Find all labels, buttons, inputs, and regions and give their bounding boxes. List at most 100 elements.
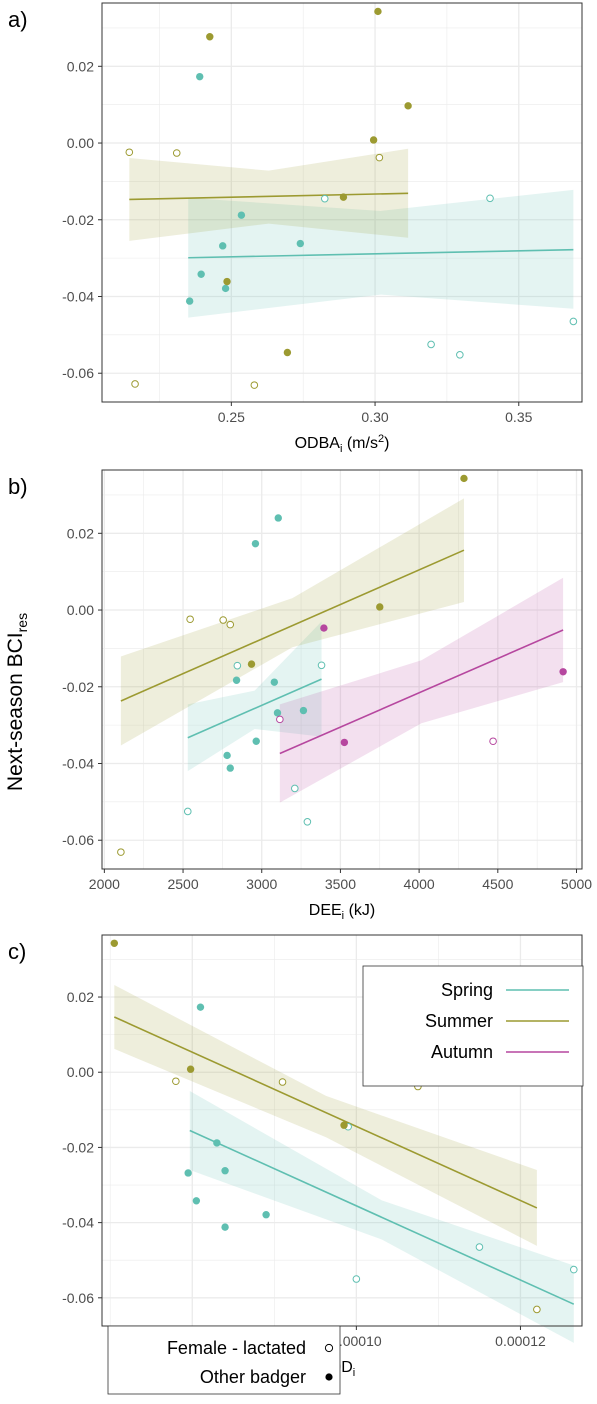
x-tick-label: 2000 xyxy=(89,876,120,892)
x-axis-label-unit-sup: 2 xyxy=(378,433,384,445)
y-tick-label: 0.02 xyxy=(67,989,94,1005)
panel-b: 2000 2500 3000 3500 4000 4500 5000 -0.06 -0.04 -0… xyxy=(8,469,592,922)
fit-line-summer xyxy=(113,1016,538,1209)
confidence-band-summer xyxy=(129,148,409,241)
point-filled-spring xyxy=(232,676,241,684)
point-open-spring xyxy=(320,194,329,203)
point-open-spring xyxy=(486,194,494,203)
point-filled-summer xyxy=(110,939,119,947)
fit-line-autumn xyxy=(279,629,564,755)
x-axis-label-a: ODBAi (m/s2) xyxy=(295,433,390,455)
fit-line-spring xyxy=(187,678,322,739)
legend-label-other-badger: Other badger xyxy=(200,1367,306,1387)
x-tick-label: 0.30 xyxy=(361,409,388,425)
confidence-band-summer xyxy=(114,985,537,1246)
point-filled-spring xyxy=(192,1197,201,1205)
point-open-autumn xyxy=(276,715,284,724)
fit-line-summer xyxy=(120,549,465,702)
point-filled-spring xyxy=(219,242,227,250)
y-tick-label: -0.06 xyxy=(62,1290,94,1306)
point-filled-spring xyxy=(221,284,230,293)
plot-frame-c xyxy=(101,934,583,1327)
point-open-autumn xyxy=(489,737,497,746)
point-open-spring xyxy=(427,340,435,349)
point-filled-autumn xyxy=(559,668,567,676)
point-filled-summer xyxy=(186,1065,195,1073)
x-tick-label: 2500 xyxy=(167,876,198,892)
x-tick-label: 4000 xyxy=(404,876,435,892)
x-axis-label-unit-end: ) xyxy=(384,435,389,452)
point-open-summer xyxy=(226,620,235,629)
confidence-band-summer xyxy=(120,498,464,746)
point-open-summer xyxy=(131,380,139,388)
x-tick-label: 0.00012 xyxy=(495,1333,546,1349)
fit-line-summer xyxy=(129,192,409,201)
legend-marker-open xyxy=(324,1343,334,1353)
season-legend-box xyxy=(362,965,584,1087)
legend-marker-filled xyxy=(325,1373,333,1381)
point-open-summer xyxy=(375,153,384,162)
point-open-spring xyxy=(183,807,192,816)
fit-line-spring xyxy=(189,1129,575,1305)
point-open-summer xyxy=(186,615,194,624)
point-open-summer xyxy=(172,149,181,157)
x-tick-label: 0.25 xyxy=(218,409,245,425)
point-filled-autumn xyxy=(340,738,349,747)
y-tick-label: 0.00 xyxy=(67,1064,94,1080)
x-axis-label-sub: i xyxy=(340,443,342,455)
type-legend: Female - lactated Other badger xyxy=(107,1325,341,1395)
point-open-spring xyxy=(475,1243,484,1251)
point-open-spring xyxy=(233,661,242,670)
point-filled-spring xyxy=(273,709,282,717)
confidence-band-spring xyxy=(187,621,322,772)
shared-y-axis-label-sub: res xyxy=(14,613,30,632)
confidence-band-autumn xyxy=(279,577,564,803)
point-filled-summer xyxy=(247,660,256,668)
point-filled-spring xyxy=(296,239,305,248)
point-filled-spring xyxy=(185,297,194,305)
season-legend: Spring Summer Autumn xyxy=(362,965,584,1087)
point-open-spring xyxy=(569,1265,578,1274)
x-axis-label-sub: i xyxy=(342,910,344,922)
point-filled-spring xyxy=(184,1169,192,1177)
legend-label-summer: Summer xyxy=(425,1011,493,1031)
point-filled-summer xyxy=(374,7,382,16)
point-open-spring xyxy=(569,317,578,326)
point-filled-summer xyxy=(340,1121,348,1129)
point-open-spring xyxy=(352,1275,361,1283)
point-filled-summer xyxy=(404,102,412,110)
y-tick-label: 0.02 xyxy=(67,525,94,541)
legend-label-autumn: Autumn xyxy=(431,1042,493,1062)
point-filled-spring xyxy=(221,1167,229,1175)
point-open-summer xyxy=(533,1305,541,1314)
panel-label-b: b) xyxy=(8,474,28,499)
point-filled-summer xyxy=(283,348,292,357)
x-tick-label: 4500 xyxy=(482,876,513,892)
y-tick-label: 0.00 xyxy=(67,135,94,151)
x-axis-label-b: DEEi (kJ) xyxy=(309,902,375,922)
point-open-spring xyxy=(290,784,299,793)
point-filled-spring xyxy=(196,72,204,81)
x-tick-label: 0.00010 xyxy=(331,1333,382,1349)
point-filled-summer xyxy=(369,136,378,144)
x-axis-label-unit: (kJ) xyxy=(344,902,375,919)
point-filled-spring xyxy=(197,270,205,278)
plot-frame-a xyxy=(101,2,583,403)
panel-label-a: a) xyxy=(8,7,28,32)
point-filled-spring xyxy=(251,539,260,548)
y-tick-label: -0.02 xyxy=(62,679,94,695)
point-filled-summer xyxy=(206,33,214,41)
x-tick-label: 5000 xyxy=(561,876,592,892)
x-tick-label: 3500 xyxy=(325,876,356,892)
x-tick-label: 3000 xyxy=(246,876,277,892)
point-open-summer xyxy=(219,616,227,624)
plot-background-b xyxy=(102,470,582,869)
point-filled-spring xyxy=(223,751,231,760)
y-tick-label: -0.02 xyxy=(62,212,94,228)
plot-frame-b xyxy=(101,469,583,870)
point-open-spring xyxy=(456,351,464,359)
point-filled-summer xyxy=(460,474,468,483)
point-filled-summer xyxy=(339,193,348,201)
y-tick-label: -0.04 xyxy=(62,288,94,304)
point-open-summer xyxy=(125,148,134,157)
